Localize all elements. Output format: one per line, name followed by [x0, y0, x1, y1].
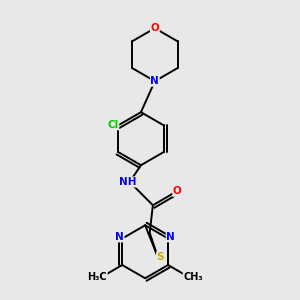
Text: O: O [173, 186, 182, 197]
Text: N: N [166, 232, 175, 242]
Text: NH: NH [119, 177, 137, 187]
Text: CH₃: CH₃ [183, 272, 203, 282]
Text: N: N [115, 232, 124, 242]
Text: O: O [151, 23, 159, 33]
Text: N: N [151, 76, 159, 86]
Text: S: S [157, 252, 164, 262]
Text: Cl: Cl [107, 120, 119, 130]
Text: H₃C: H₃C [88, 272, 107, 282]
